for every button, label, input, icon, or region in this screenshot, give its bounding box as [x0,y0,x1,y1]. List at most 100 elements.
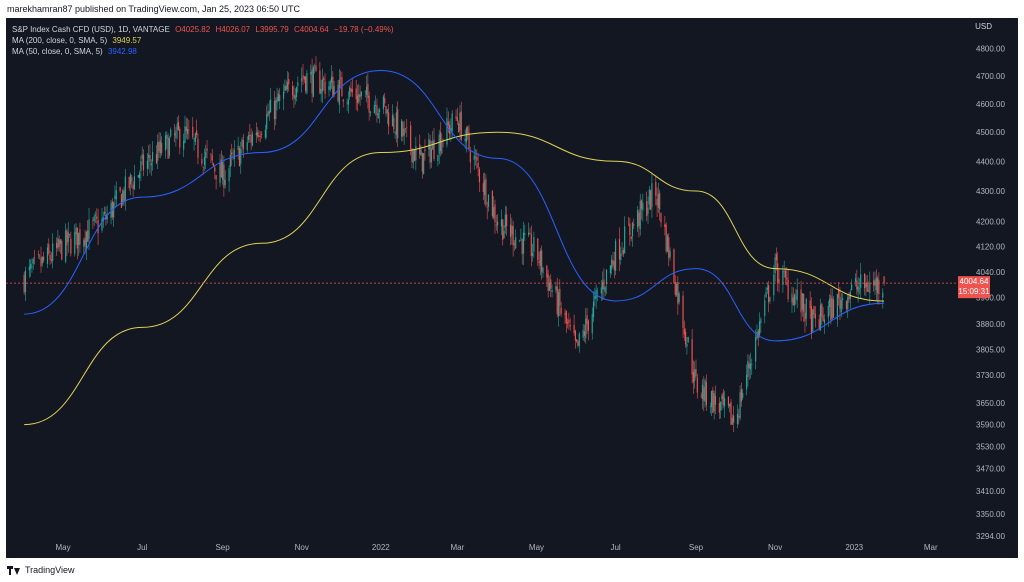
candle-body [805,299,807,319]
candle-body [441,140,443,154]
candle-body [23,274,25,293]
candle-body [85,231,87,250]
candle-body [259,135,261,138]
candle-body [860,274,862,288]
candle-body [857,286,859,292]
candle-body [124,176,126,202]
candle-body [122,191,124,205]
candle-body [368,95,370,113]
candle-body [419,144,421,155]
candle-body [774,257,776,274]
candle-body [550,279,552,289]
candle-body [294,95,296,100]
candle-body [137,174,139,178]
candle-body [106,214,108,220]
candle-body [292,86,294,96]
candle-body [840,300,842,313]
candle-body [847,297,849,310]
candle-body [355,88,357,100]
candle-body [328,86,330,91]
candle-body [791,293,793,303]
candle-body [714,395,717,405]
price-tick-label: 4200.00 [976,218,1005,227]
candle-body [484,180,486,196]
ma50-label[interactable]: MA (50, close, 0, SMA, 5) [12,47,103,56]
candle-body [320,88,322,95]
candle-body [270,99,272,113]
candle-body [158,142,160,152]
candle-body [301,77,303,82]
candle-body [66,230,68,246]
candle-body [67,232,69,243]
candle-body [423,153,425,175]
symbol-name[interactable]: S&P Index Cash CFD (USD), 1D, VANTAGE [12,25,170,34]
candle-body [477,163,479,168]
candle-body [96,216,98,219]
candle-body [841,298,844,301]
candle-body [78,232,80,246]
candle-body [30,263,32,269]
candle-body [247,135,250,141]
tradingview-logo[interactable]: TradingView [7,565,75,575]
candle-body [674,282,676,295]
candle-body [376,105,378,116]
ma200-label[interactable]: MA (200, close, 0, SMA, 5) [12,36,108,45]
candle-body [539,250,541,266]
candle-body [177,121,180,130]
candle-body [577,340,579,347]
candle-body [832,299,835,318]
candle-body [251,133,254,146]
price-axis[interactable]: 4800.00 4700.00 4600.00 4500.00 4400.00 4300.… [976,45,1005,541]
candle-body [677,282,679,304]
ma200-value: 3949.57 [112,36,142,45]
candle-body [878,280,880,295]
candle-body [40,257,42,267]
candle-body [222,162,224,180]
candle-body [682,295,684,329]
candle-body [186,129,189,135]
candle-body [630,236,632,239]
candle-body [249,134,251,136]
candle-body [430,148,433,162]
candle-body [214,167,216,172]
candle-body [768,285,770,302]
candle-body [665,224,667,252]
candle-body [541,250,543,272]
candle-body [621,250,623,252]
candle-body [282,92,285,99]
candle-body [867,290,870,292]
time-axis[interactable]: May Jul Sep Nov 2022 Mar May Jul Sep Nov 2023 Mar [56,543,938,552]
candle-body [704,380,706,402]
candle-body [742,393,744,399]
candle-body [838,290,840,298]
candle-body [836,293,838,320]
candle-body [542,267,544,274]
candle-body [266,114,268,130]
candle-body [24,270,27,293]
candle-body [618,238,621,260]
candle-body [491,191,493,216]
chart-pane[interactable]: 4800.00 4700.00 4600.00 4500.00 4400.00 4300.… [6,18,1018,558]
candle-body [474,156,477,158]
price-chart[interactable]: 4800.00 4700.00 4600.00 4500.00 4400.00 4300.… [6,18,1018,558]
candle-body [783,271,785,272]
candle-body [573,324,575,334]
candle-body [346,102,348,104]
candle-body [61,240,63,260]
candle-body [233,149,235,160]
candle-body [691,339,693,375]
candle-body [678,293,680,303]
candle-body [146,160,148,169]
candle-body [720,401,722,411]
candle-body [478,168,480,183]
candle-body [796,289,798,301]
candle-body [864,273,866,289]
candle-body [238,147,241,167]
candle-body [211,155,213,161]
candle-body [114,195,116,200]
candle-body [822,315,824,321]
candle-body [349,87,351,97]
candle-body [360,91,362,97]
open-value: O4025.82 [175,25,211,34]
candle-body [70,238,72,254]
